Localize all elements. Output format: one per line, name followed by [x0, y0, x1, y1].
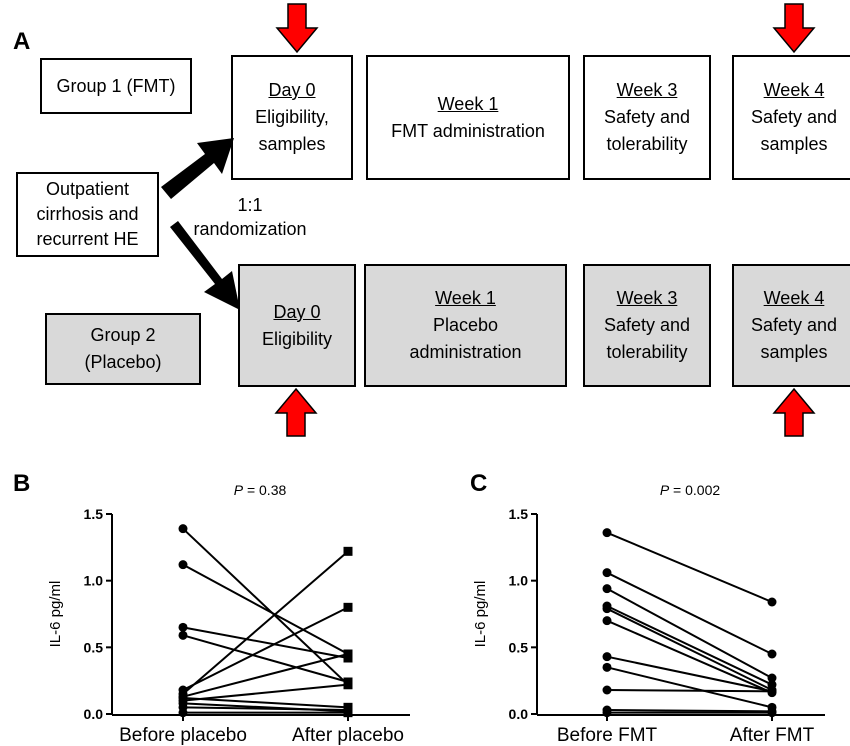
chart-c-before-point: [603, 652, 612, 661]
chart-c-pair-line: [607, 710, 772, 711]
chart-c-after-point: [768, 598, 777, 607]
chart-c-y-tick-label: 0.0: [509, 706, 529, 722]
chart-c-after-point: [768, 708, 777, 717]
chart-c-before-point: [603, 708, 612, 717]
chart-c-before-point: [603, 616, 612, 625]
chart-c-y-tick-label: 1.0: [509, 573, 529, 589]
chart-c-x-category-label: After FMT: [730, 725, 815, 746]
chart-c-pair-line: [607, 621, 772, 693]
chart-c-pair-line: [607, 690, 772, 691]
chart-c-before-point: [603, 584, 612, 593]
chart-c-x-category-label: Before FMT: [557, 725, 658, 746]
chart-c-pair-line: [607, 573, 772, 654]
chart-c-after-point: [768, 650, 777, 659]
chart-c-before-point: [603, 663, 612, 672]
chart-c-pair-line: [607, 609, 772, 690]
chart-c-pair-line: [607, 589, 772, 678]
chart-c-y-tick-label: 1.5: [509, 506, 529, 522]
chart-c-before-point: [603, 686, 612, 695]
chart-c-y-axis-label: IL-6 pg/ml: [472, 581, 489, 648]
chart-c-y-tick-label: 0.5: [509, 639, 529, 655]
chart-c-before-point: [603, 528, 612, 537]
chart-c-before-point: [603, 604, 612, 613]
chart-c-before-point: [603, 568, 612, 577]
chart-c-after-point: [768, 687, 777, 696]
chart-c-pair-line: [607, 533, 772, 602]
